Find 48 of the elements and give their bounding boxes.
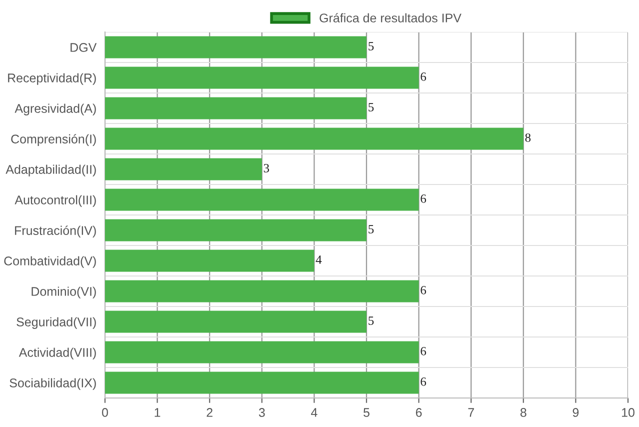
bar	[105, 372, 419, 394]
x-tick-label: 8	[520, 408, 526, 417]
y-tick-label: Combatividad(V)	[4, 256, 96, 268]
x-tick-label: 5	[364, 408, 370, 417]
x-tick-label: 2	[206, 408, 212, 417]
bar	[105, 36, 366, 58]
x-tick-label: 3	[258, 408, 265, 417]
bar	[105, 66, 419, 89]
data-label: 3	[264, 164, 270, 172]
data-label: 4	[316, 256, 322, 264]
data-label: 6	[420, 286, 426, 294]
y-tick-label: Agresividad(A)	[14, 104, 96, 116]
y-tick-label: DGV	[70, 43, 97, 52]
y-tick-label: Receptividad(R)	[8, 73, 96, 85]
legend-label: Gráfica de resultados IPV	[320, 13, 462, 22]
bar	[105, 128, 524, 150]
y-tick-label: Comprensión(I)	[11, 134, 96, 146]
x-tick-label: 9	[572, 408, 579, 417]
y-tick-label: Autocontrol(III)	[14, 195, 96, 207]
data-label: 5	[368, 103, 374, 112]
x-tick-label: 7	[468, 408, 474, 417]
bar	[105, 280, 419, 302]
x-tick-label: 10	[622, 408, 634, 417]
y-tick-label: Dominio(VI)	[32, 286, 96, 298]
y-tick-label: Frustración(IV)	[15, 226, 96, 238]
bar	[105, 188, 419, 211]
x-tick-label: 6	[416, 408, 422, 417]
data-label: 6	[420, 346, 426, 356]
x-tick-label: 4	[311, 408, 318, 417]
bar	[105, 158, 262, 180]
y-tick-label: Seguridad(VII)	[16, 317, 96, 329]
data-label: 6	[420, 377, 426, 386]
bar	[105, 310, 366, 333]
data-label: 5	[368, 225, 374, 234]
data-label: 8	[525, 133, 531, 142]
bar	[105, 97, 366, 120]
data-label: 5	[368, 316, 374, 325]
x-tick-label: 0	[102, 408, 108, 417]
x-tick-label: 1	[154, 408, 160, 417]
data-label: 6	[420, 72, 426, 81]
y-tick-label: Sociabilidad(IX)	[10, 378, 96, 390]
bar	[105, 341, 419, 364]
data-label: 6	[420, 194, 426, 203]
y-tick-label: Actividad(VIII)	[18, 348, 96, 360]
bar	[105, 219, 366, 242]
y-tick-label: Adaptabilidad(II)	[6, 164, 96, 176]
data-label: 5	[368, 42, 374, 50]
bar	[105, 250, 314, 272]
